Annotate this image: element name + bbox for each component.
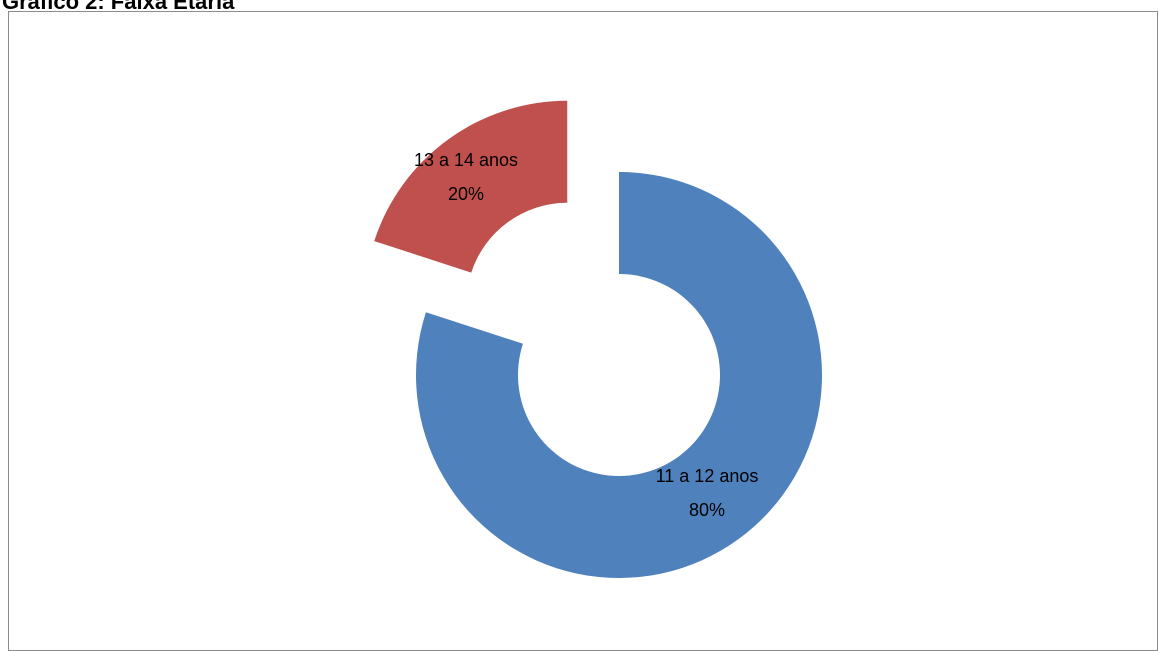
slice-value-label-1: 20% <box>448 184 484 204</box>
donut-slices <box>374 100 822 578</box>
chart-title: Gráfico 2: Faixa Etária <box>2 0 235 14</box>
slice-category-label-0: 11 a 12 anos <box>656 466 759 486</box>
slice-labels: 11 a 12 anos 80% 13 a 14 anos 20% <box>414 150 758 520</box>
donut-slice-1 <box>374 100 568 273</box>
slice-value-label-0: 80% <box>689 500 725 520</box>
chart-frame: 11 a 12 anos 80% 13 a 14 anos 20% <box>8 11 1158 651</box>
donut-slice-0 <box>415 172 822 578</box>
donut-chart: 11 a 12 anos 80% 13 a 14 anos 20% <box>374 100 822 578</box>
slice-category-label-1: 13 a 14 anos <box>414 150 518 170</box>
